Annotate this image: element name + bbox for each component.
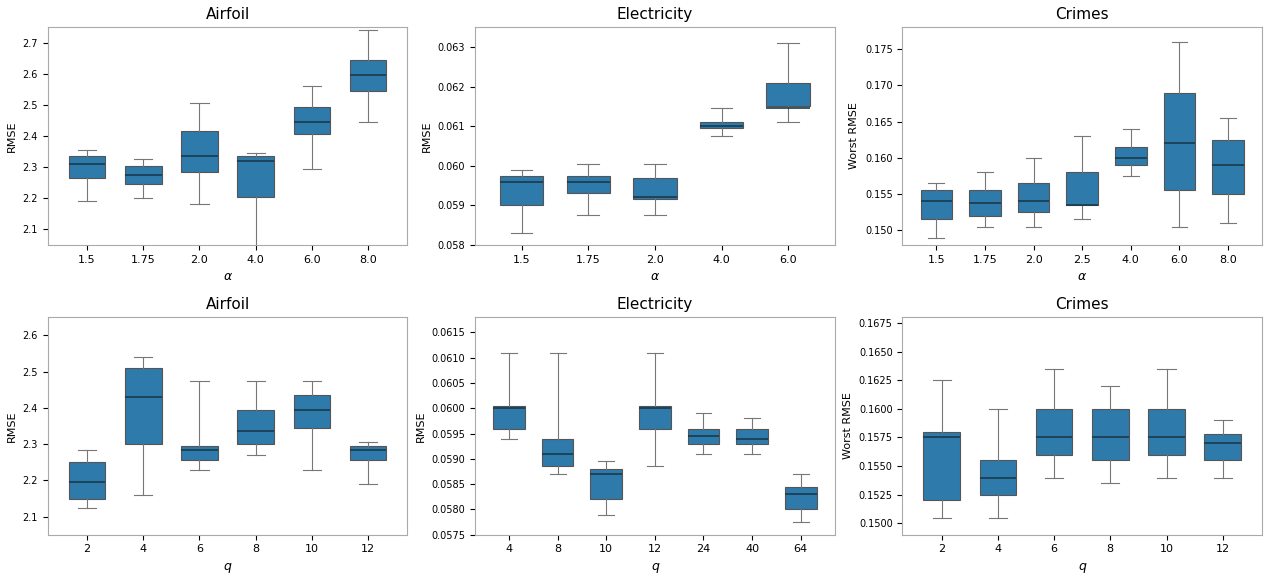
PathPatch shape (350, 60, 386, 91)
PathPatch shape (688, 429, 720, 444)
X-axis label: q: q (651, 560, 659, 573)
PathPatch shape (1066, 172, 1098, 205)
PathPatch shape (494, 406, 525, 429)
PathPatch shape (924, 432, 959, 501)
PathPatch shape (126, 165, 161, 184)
PathPatch shape (181, 446, 218, 461)
X-axis label: q: q (1079, 560, 1086, 573)
Title: Electricity: Electricity (617, 297, 693, 312)
X-axis label: α: α (651, 270, 659, 283)
PathPatch shape (1093, 409, 1128, 461)
Title: Electricity: Electricity (617, 7, 693, 22)
Y-axis label: Worst RMSE: Worst RMSE (843, 393, 853, 459)
PathPatch shape (920, 190, 952, 219)
PathPatch shape (542, 438, 574, 466)
PathPatch shape (1212, 140, 1244, 194)
PathPatch shape (293, 107, 330, 135)
X-axis label: α: α (223, 270, 232, 283)
PathPatch shape (237, 409, 274, 444)
PathPatch shape (567, 176, 610, 193)
PathPatch shape (293, 395, 330, 428)
PathPatch shape (1204, 434, 1241, 461)
Title: Crimes: Crimes (1056, 297, 1109, 312)
PathPatch shape (350, 446, 386, 461)
PathPatch shape (786, 487, 816, 509)
X-axis label: α: α (1079, 270, 1086, 283)
PathPatch shape (500, 176, 543, 205)
Y-axis label: RMSE: RMSE (6, 410, 16, 442)
Title: Crimes: Crimes (1056, 7, 1109, 22)
PathPatch shape (237, 156, 274, 197)
Y-axis label: RMSE: RMSE (6, 120, 16, 152)
Y-axis label: Worst RMSE: Worst RMSE (849, 103, 859, 169)
PathPatch shape (69, 462, 105, 499)
X-axis label: q: q (223, 560, 231, 573)
PathPatch shape (126, 368, 161, 444)
Title: Airfoil: Airfoil (206, 297, 250, 312)
PathPatch shape (1115, 147, 1147, 165)
PathPatch shape (181, 131, 218, 172)
PathPatch shape (640, 406, 671, 429)
PathPatch shape (699, 122, 744, 128)
Y-axis label: RMSE: RMSE (416, 410, 426, 442)
PathPatch shape (633, 177, 676, 200)
Title: Airfoil: Airfoil (206, 7, 250, 22)
PathPatch shape (736, 429, 768, 444)
PathPatch shape (1164, 93, 1195, 190)
PathPatch shape (1148, 409, 1185, 455)
PathPatch shape (970, 190, 1001, 216)
PathPatch shape (980, 461, 1016, 495)
PathPatch shape (766, 82, 810, 106)
PathPatch shape (590, 469, 622, 499)
PathPatch shape (1036, 409, 1072, 455)
Y-axis label: RMSE: RMSE (423, 120, 433, 152)
PathPatch shape (1018, 183, 1049, 212)
PathPatch shape (69, 156, 105, 178)
